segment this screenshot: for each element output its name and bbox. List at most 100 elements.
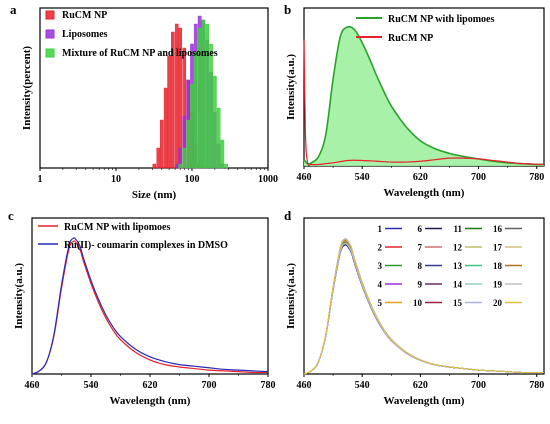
legend-swatch <box>45 10 55 20</box>
legend-label: 10 <box>413 298 423 308</box>
x-tick-label: 10 <box>111 174 121 185</box>
series-line-20 <box>303 238 545 375</box>
x-axis-label: Size (nm) <box>132 189 177 201</box>
y-axis-label: Intensity(a.u.) <box>285 54 297 120</box>
legend-label: 1 <box>378 224 383 234</box>
x-tick-label: 460 <box>25 380 40 391</box>
legend-label: RuCM NP with lipomoes <box>388 14 495 25</box>
series-line-8 <box>303 241 545 375</box>
legend-label: Mixture of RuCM NP and liposomes <box>62 48 218 59</box>
y-axis-label: Intensity(a.u.) <box>285 263 297 329</box>
series-line-2 <box>303 39 545 167</box>
bar-3 <box>216 107 221 169</box>
x-tick-label: 780 <box>529 172 544 183</box>
x-tick-label: 460 <box>297 172 312 183</box>
x-axis-label: Wavelength (nm) <box>384 187 465 199</box>
x-tick-label: 460 <box>297 380 312 391</box>
legend-label: 6 <box>418 224 423 234</box>
bar-3 <box>205 23 209 169</box>
x-tick-label: 780 <box>529 380 544 391</box>
x-tick-label: 700 <box>471 172 486 183</box>
panel-b: b 460 540 620 700 780 Wavelength (nm) Intensity… <box>284 2 545 199</box>
legend-label: 12 <box>453 243 463 253</box>
x-tick-label: 1000 <box>258 174 278 185</box>
legend-label: 11 <box>453 224 462 234</box>
y-axis-label: Intensity(percent) <box>21 46 33 130</box>
legend-label: 20 <box>493 298 503 308</box>
x-tick-label: 540 <box>355 380 370 391</box>
series-line-7 <box>303 242 545 375</box>
legend-label: 16 <box>493 224 503 234</box>
bar-1 <box>171 31 175 169</box>
x-tick-label: 100 <box>185 174 200 185</box>
legend-label: 2 <box>378 243 383 253</box>
legend-label: 15 <box>453 298 463 308</box>
legend-label: Ru(II)- coumarin complexes in DMSO <box>64 240 228 251</box>
panel-letter: a <box>10 2 17 17</box>
x-tick-label: 780 <box>261 380 276 391</box>
x-tick-label: 540 <box>84 380 99 391</box>
x-tick-label: 620 <box>413 380 428 391</box>
bar-1 <box>174 23 179 169</box>
bar-2 <box>174 163 179 169</box>
bar-3 <box>193 51 198 169</box>
series-line-3 <box>303 241 545 375</box>
legend-label: RuCM NP with lipomoes <box>64 222 171 233</box>
series-line-1 <box>31 240 269 375</box>
x-tick-label: 700 <box>202 380 217 391</box>
bar-1 <box>167 55 171 169</box>
series-line-14 <box>303 243 545 375</box>
legend-label: RuCM NP <box>62 10 107 21</box>
series-line-2 <box>303 243 545 375</box>
series-line-1 <box>303 25 545 166</box>
series-line-17 <box>303 240 545 375</box>
x-axis-label: Wavelength (nm) <box>384 395 465 407</box>
legend-label: 5 <box>378 298 383 308</box>
series-line-5 <box>303 239 545 375</box>
series-line-2 <box>31 237 269 375</box>
area-fill <box>304 26 544 166</box>
x-tick-label: 540 <box>355 172 370 183</box>
series-line-11 <box>303 241 545 375</box>
series-line-19 <box>303 242 545 375</box>
legend-label: 17 <box>493 243 503 253</box>
legend-label: 13 <box>453 261 463 271</box>
legend-label: RuCM NP <box>388 33 433 44</box>
x-tick-label: 620 <box>413 172 428 183</box>
series-line-9 <box>303 239 545 375</box>
y-axis-label: Intensity(a.u.) <box>13 263 25 329</box>
x-tick-label: 1 <box>38 174 43 185</box>
panel-a: a 1 10 100 1000 Size (nm) Intensity(percent) Ru… <box>10 2 278 201</box>
bar-3 <box>190 83 194 169</box>
legend-label: 18 <box>493 261 503 271</box>
x-tick-label: 700 <box>471 380 486 391</box>
bar-1 <box>163 87 168 169</box>
plot-frame <box>303 217 545 375</box>
legend-label: 19 <box>493 280 503 290</box>
series-line-16 <box>303 241 545 375</box>
legend-label: 14 <box>453 280 463 290</box>
series-line-12 <box>303 240 545 375</box>
series-line-1 <box>303 244 545 375</box>
series-line-13 <box>303 239 545 375</box>
bar-1 <box>152 163 157 169</box>
x-tick-label: 620 <box>143 380 158 391</box>
x-axis-label: Wavelength (nm) <box>110 395 191 407</box>
bar-3 <box>213 75 217 169</box>
legend-label: 4 <box>378 280 383 290</box>
bar-3 <box>178 163 183 169</box>
legend-label: Liposomes <box>62 29 108 40</box>
panel-letter: c <box>8 208 14 223</box>
bar-3 <box>182 147 187 169</box>
legend-label: 8 <box>418 261 423 271</box>
bar-1 <box>156 147 161 169</box>
bar-3 <box>209 43 213 169</box>
series-line-4 <box>303 240 545 375</box>
panel-letter: b <box>284 2 291 17</box>
series-line-18 <box>303 239 545 375</box>
bar-3 <box>201 19 206 169</box>
series-line-6 <box>303 243 545 375</box>
panel-letter: d <box>284 208 292 223</box>
